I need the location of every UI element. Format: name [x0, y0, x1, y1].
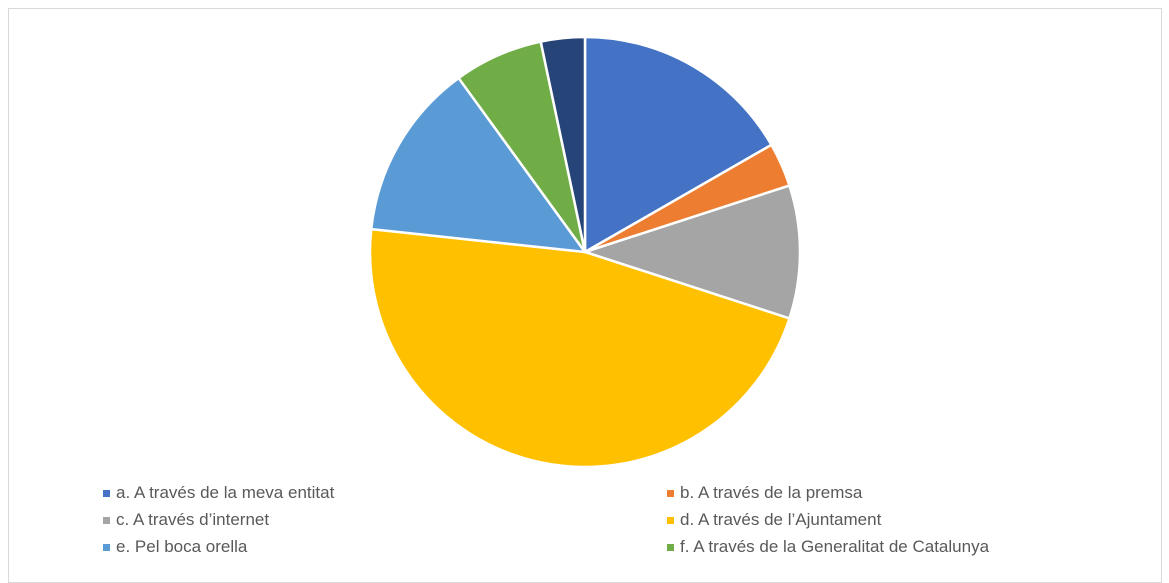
pie-slice-c — [583, 184, 802, 320]
pie-slice-d — [368, 227, 791, 469]
pie-slice-g — [539, 35, 587, 254]
pie-slice-a — [583, 35, 773, 254]
pie-chart — [368, 35, 802, 469]
pie-slice-e — [369, 76, 587, 254]
pie-slices — [368, 35, 802, 469]
